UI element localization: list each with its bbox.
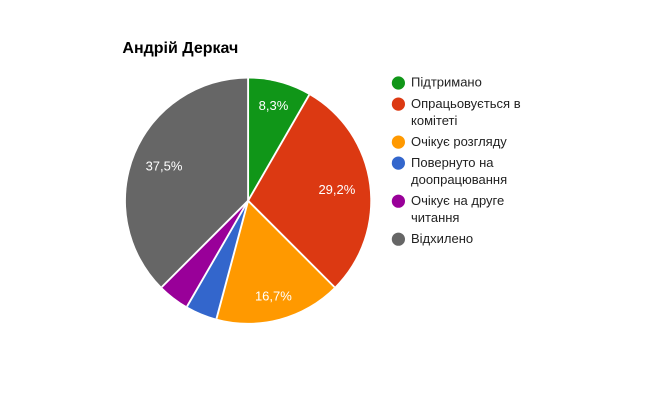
svg-text:Очікує розгляду: Очікує розгляду bbox=[411, 134, 507, 149]
svg-text:читання: читання bbox=[411, 210, 459, 225]
svg-text:37,5%: 37,5% bbox=[146, 159, 183, 174]
svg-text:16,7%: 16,7% bbox=[255, 288, 292, 303]
svg-text:комітеті: комітеті bbox=[411, 113, 457, 128]
svg-text:8,3%: 8,3% bbox=[259, 98, 289, 113]
svg-text:Андрій Деркач: Андрій Деркач bbox=[122, 40, 238, 57]
svg-text:Очікує на друге: Очікує на друге bbox=[411, 193, 504, 208]
svg-text:Опрацьовується в: Опрацьовується в bbox=[411, 96, 521, 111]
svg-text:Підтримано: Підтримано bbox=[411, 75, 482, 90]
svg-text:Повернуто на: Повернуто на bbox=[411, 155, 494, 170]
svg-text:доопрацювання: доопрацювання bbox=[411, 172, 507, 187]
svg-text:29,2%: 29,2% bbox=[318, 182, 355, 197]
svg-text:Відхилено: Відхилено bbox=[411, 231, 473, 246]
